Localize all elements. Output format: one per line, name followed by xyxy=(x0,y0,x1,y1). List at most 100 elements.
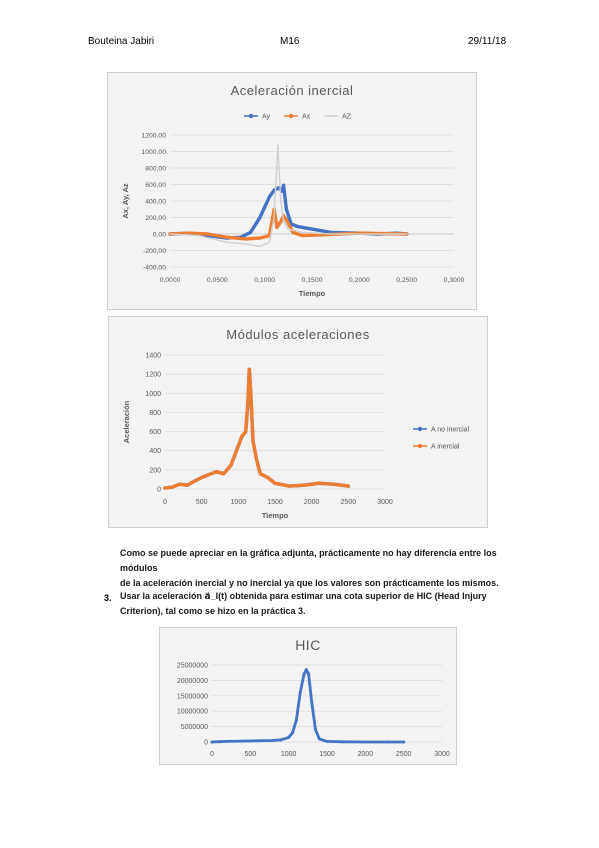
x-tick-label: 0,1500 xyxy=(302,277,323,284)
data-point xyxy=(248,230,253,234)
data-point xyxy=(300,234,305,238)
data-point xyxy=(317,737,321,741)
y-tick-label: 200 xyxy=(149,467,161,474)
x-tick-label: 500 xyxy=(244,751,256,758)
data-point xyxy=(275,225,279,229)
y-tick-label: 1400 xyxy=(145,353,161,360)
data-point xyxy=(249,391,253,395)
x-tick-label: 0,1000 xyxy=(254,277,275,284)
data-point xyxy=(279,220,283,224)
data-point xyxy=(340,740,344,744)
legend-marker xyxy=(417,443,423,449)
data-point xyxy=(282,183,286,187)
series-line xyxy=(163,367,351,490)
data-point xyxy=(225,739,229,743)
y-tick-label: -400,00 xyxy=(143,265,166,272)
data-point xyxy=(255,458,259,462)
data-point xyxy=(178,482,182,486)
y-axis-label: Aceleración xyxy=(122,400,131,443)
data-point xyxy=(244,429,248,434)
data-point xyxy=(240,434,244,438)
paragraph-line: Como se puede apreciar en la gráfica adj… xyxy=(120,548,497,573)
chart-aceleracion-inercial: Aceleración inercial 1200,00 1000,00 800,00… xyxy=(107,72,477,310)
chart-title: Módulos aceleraciones xyxy=(226,327,369,342)
y-tick-label: -200,00 xyxy=(143,248,166,255)
data-point xyxy=(163,486,167,490)
x-axis-label: Tiempo xyxy=(299,289,326,298)
data-point xyxy=(236,444,240,448)
legend-label: A inercial xyxy=(431,444,460,451)
y-tick-label: 200,00 xyxy=(145,215,166,222)
data-point xyxy=(386,740,390,744)
data-point xyxy=(192,479,196,483)
data-point xyxy=(363,740,367,744)
legend-label: A no inercial xyxy=(431,427,470,434)
y-axis-label: Ax, Ay, Az xyxy=(121,183,130,219)
x-axis-label: Tiempo xyxy=(262,511,289,520)
x-tick-label: 2500 xyxy=(396,751,412,758)
x-tick-label: 0,2500 xyxy=(396,277,417,284)
x-tick-label: 2000 xyxy=(358,751,374,758)
data-point xyxy=(241,739,245,743)
legend-marker xyxy=(288,113,294,119)
item-3-line: Criterion), tal como se hizo en la práct… xyxy=(120,606,306,616)
x-tick-label: 0,3000 xyxy=(444,277,465,284)
data-point xyxy=(246,401,250,405)
chart-modulos-aceleraciones: Módulos aceleraciones 1400 1200 1000 800 600 4… xyxy=(108,316,488,528)
chart-hic: HIC 25000000 20000000 15000000 10000000 50000… xyxy=(159,627,457,765)
data-point xyxy=(256,739,260,743)
data-point xyxy=(291,230,295,234)
data-point xyxy=(279,738,283,742)
legend-marker xyxy=(248,113,254,119)
legend-label: Ay xyxy=(262,114,271,121)
data-point xyxy=(271,738,275,742)
x-tick-label: 3000 xyxy=(377,499,393,506)
data-point xyxy=(332,482,336,486)
y-tick-label: 600 xyxy=(149,429,161,436)
y-tick-label: 10000000 xyxy=(177,709,208,716)
x-tick-label: 0 xyxy=(210,751,214,758)
y-tick-label: 800,00 xyxy=(145,166,166,173)
legend-item: AZ xyxy=(324,114,352,121)
y-tick-label: 1000,00 xyxy=(141,149,166,156)
item-3-line: Usar la aceleración a⃗_I(t) obtenida par… xyxy=(120,591,487,601)
data-point xyxy=(288,484,292,488)
y-tick-label: 1000 xyxy=(145,391,161,398)
legend-marker xyxy=(417,426,423,432)
paragraph-line: de la aceleración inercial y no inercial… xyxy=(120,578,499,588)
data-point xyxy=(267,195,271,199)
y-tick-label: 800 xyxy=(149,410,161,417)
x-tick-label: 1000 xyxy=(281,751,297,758)
data-point xyxy=(298,691,302,695)
data-point xyxy=(207,473,211,477)
y-tick-label: 1200 xyxy=(145,372,161,379)
y-tick-label: 600,00 xyxy=(145,182,166,189)
data-point xyxy=(206,232,210,236)
data-point xyxy=(266,475,270,480)
data-point xyxy=(317,481,321,485)
data-point xyxy=(251,439,255,443)
x-tick-label: 0 xyxy=(163,499,167,506)
x-tick-label: 0,0500 xyxy=(207,277,228,284)
data-point xyxy=(200,475,204,480)
x-tick-label: 2500 xyxy=(341,499,357,506)
data-point xyxy=(225,235,229,239)
series-line xyxy=(163,367,351,490)
data-point xyxy=(247,367,251,371)
x-tick-label: 3000 xyxy=(434,751,450,758)
data-point xyxy=(284,218,289,222)
data-point xyxy=(346,484,350,488)
data-point xyxy=(314,728,317,732)
y-tick-label: 20000000 xyxy=(177,678,208,685)
data-point xyxy=(170,485,174,489)
legend-item: A inercial xyxy=(413,444,460,451)
series-line xyxy=(168,183,409,240)
data-point xyxy=(284,207,289,211)
chart-title: Aceleración inercial xyxy=(231,83,354,98)
series-line xyxy=(210,668,406,744)
item-3-text: Usar la aceleración a⃗_I(t) obtenida par… xyxy=(120,589,520,619)
y-tick-label: 0,00 xyxy=(153,232,166,239)
item-number: 3. xyxy=(104,593,112,603)
legend-item: Ay xyxy=(244,114,271,121)
y-tick-label: 400,00 xyxy=(145,199,166,206)
